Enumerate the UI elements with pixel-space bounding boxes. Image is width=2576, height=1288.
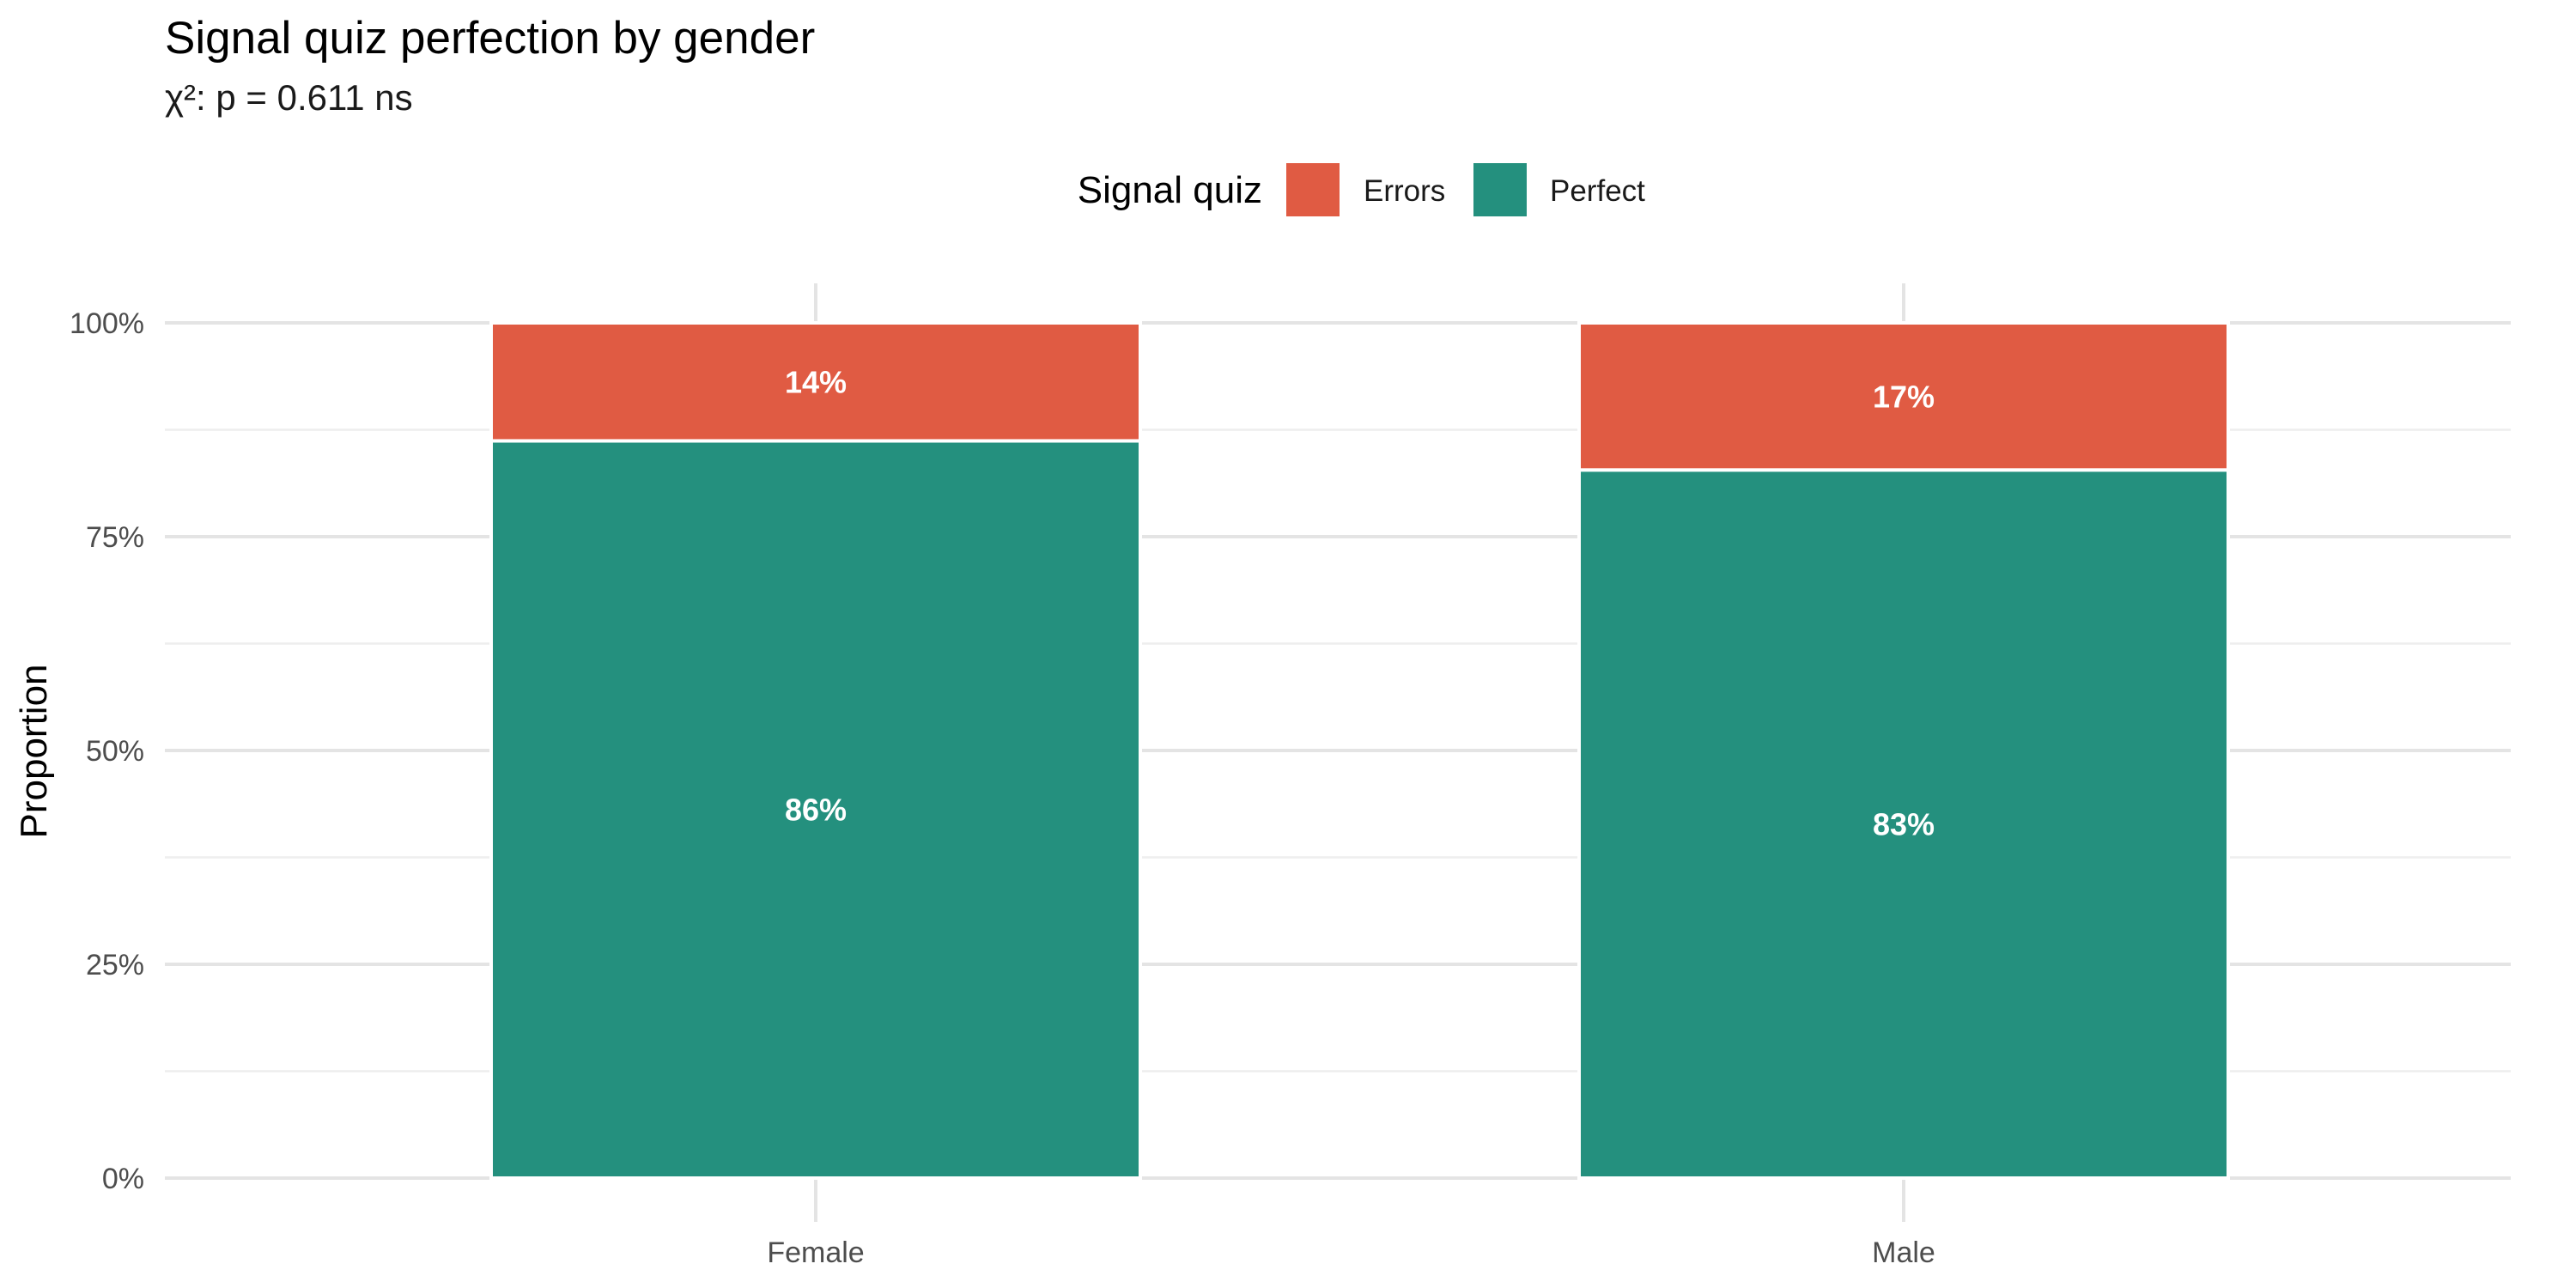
y-tick-label: 25% <box>86 949 144 981</box>
bar-perfect-male <box>1577 468 2230 1180</box>
y-tick-label: 100% <box>70 307 144 340</box>
bar-perfect-female <box>489 439 1142 1180</box>
chart-subtitle: χ²: p = 0.611 ns <box>165 77 413 118</box>
legend-title: Signal quiz <box>1078 169 1262 211</box>
bar-label-perfect-female: 86% <box>785 793 847 828</box>
bar-errors-female <box>489 321 1142 443</box>
bar-labels: 86% 14% 83% 17% <box>785 365 1935 842</box>
bar-errors-male <box>1577 321 2230 472</box>
legend-label-errors: Errors <box>1364 174 1445 208</box>
x-axis: Female Male <box>767 1236 1935 1269</box>
bars <box>489 321 2230 1180</box>
bar-label-errors-male: 17% <box>1873 380 1935 415</box>
y-axis-title: Proportion <box>13 664 55 838</box>
legend-key-perfect <box>1473 163 1527 216</box>
y-tick-label: 50% <box>86 735 144 768</box>
legend-key-errors <box>1286 163 1340 216</box>
x-tick-label: Female <box>767 1236 864 1269</box>
legend-label-perfect: Perfect <box>1550 174 1645 208</box>
y-tick-label: 0% <box>102 1163 144 1195</box>
chart-title: Signal quiz perfection by gender <box>165 13 815 64</box>
x-tick-label: Male <box>1872 1236 1935 1269</box>
y-axis: 0% 25% 50% 75% 100% <box>70 307 144 1195</box>
y-tick-label: 75% <box>86 521 144 554</box>
bar-label-perfect-male: 83% <box>1873 807 1935 842</box>
bar-label-errors-female: 14% <box>785 365 847 400</box>
legend: Signal quiz Errors Perfect <box>1078 163 1645 216</box>
